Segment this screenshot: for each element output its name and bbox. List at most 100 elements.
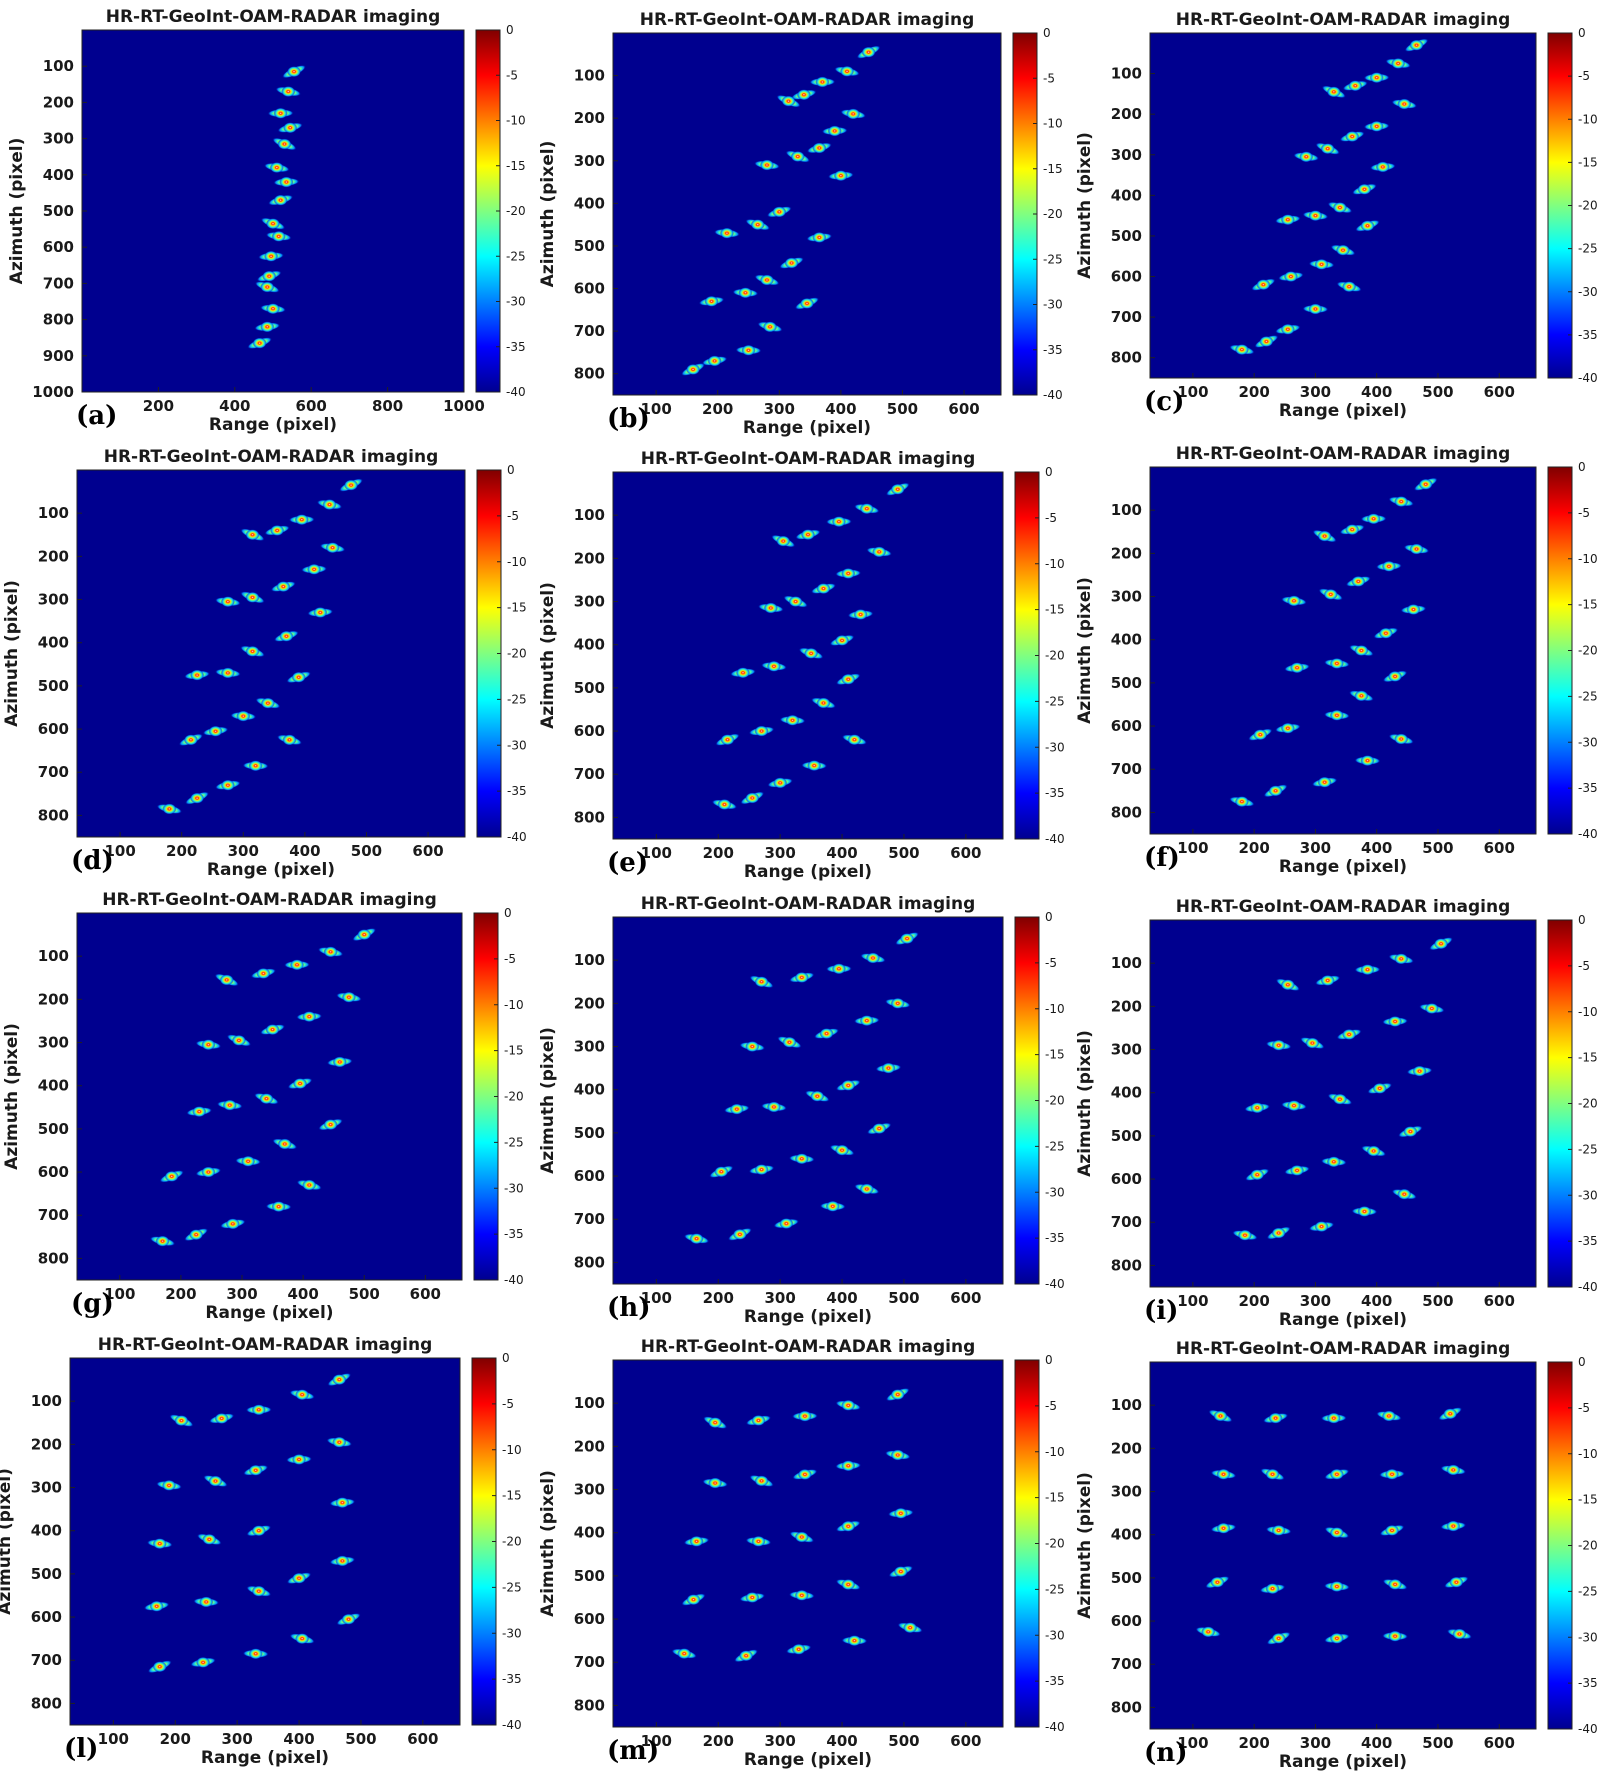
target-point [248, 1464, 263, 1476]
target-point [202, 1533, 217, 1545]
y-tick-label: 100 [38, 504, 69, 522]
x-tick-label: 500 [888, 1289, 919, 1307]
target-point [270, 524, 285, 536]
y-axis-label: Azimuth (pixel) [2, 580, 22, 727]
target-point [295, 1389, 310, 1401]
y-tick-label: 700 [1111, 760, 1142, 778]
target-point [313, 606, 328, 618]
x-axis-label: Range (pixel) [744, 1750, 872, 1770]
target-point [754, 976, 769, 988]
colorbar-label: -10 [502, 1443, 522, 1457]
colorbar-label: -30 [1045, 1185, 1065, 1199]
colorbar-label: -30 [1578, 1630, 1598, 1644]
x-tick-label: 100 [98, 1730, 129, 1748]
panel-title: HR-RT-GeoInt-OAM-RADAR imaging [641, 1337, 976, 1357]
target-point [1308, 210, 1323, 222]
y-tick-label: 100 [574, 1394, 605, 1412]
target-point [1409, 39, 1424, 51]
panel-title: HR-RT-GeoInt-OAM-RADAR imaging [640, 10, 975, 30]
target-point [283, 122, 298, 134]
target-point [1329, 1468, 1344, 1480]
y-tick-label: 400 [574, 636, 605, 654]
y-tick-label: 700 [1111, 1213, 1142, 1231]
y-tick-label: 300 [1111, 588, 1142, 606]
colorbar-label: -30 [1578, 1188, 1598, 1202]
target-point [1234, 796, 1249, 808]
target-point [341, 1613, 356, 1625]
colorbar-label: -25 [1578, 1584, 1598, 1598]
target-point [1434, 938, 1449, 950]
x-axis-label: Range (pixel) [744, 862, 872, 882]
target-point [1213, 1410, 1228, 1422]
y-tick-label: 100 [1111, 1396, 1142, 1414]
colorbar-label: 0 [1578, 26, 1586, 40]
target-point [708, 1477, 723, 1489]
colorbar-label: -40 [502, 1718, 522, 1732]
colorbar-label: -30 [1045, 740, 1065, 754]
target-point [291, 671, 306, 683]
x-tick-label: 400 [825, 400, 856, 418]
target-point [763, 321, 778, 333]
target-point [1360, 755, 1375, 767]
y-tick-label: 800 [574, 1253, 605, 1271]
target-point [287, 66, 302, 78]
colorbar-label: 0 [506, 23, 514, 37]
target-point [893, 1566, 908, 1578]
colorbar-label: -10 [1045, 557, 1065, 571]
target-point [208, 725, 223, 737]
target-point [741, 344, 756, 356]
target-point [751, 1414, 766, 1426]
target-point [729, 1103, 744, 1115]
x-tick-label: 400 [287, 1285, 318, 1303]
target-point [1369, 72, 1384, 84]
target-point [208, 1475, 223, 1487]
target-point [815, 76, 830, 88]
target-point [1342, 281, 1357, 293]
x-tick-label: 100 [1177, 1734, 1208, 1752]
target-point [279, 176, 294, 188]
target-point [1308, 303, 1323, 315]
target-point [1394, 733, 1409, 745]
target-point [1268, 1412, 1283, 1424]
target-point [1271, 1632, 1286, 1644]
x-tick-label: 300 [764, 1289, 795, 1307]
panel-label: (a) [76, 401, 117, 431]
target-point [893, 1507, 908, 1519]
y-tick-label: 200 [574, 549, 605, 567]
y-tick-label: 500 [31, 1565, 62, 1583]
target-point [201, 1166, 216, 1178]
y-tick-label: 700 [574, 765, 605, 783]
target-point [1256, 279, 1271, 291]
target-point [1391, 57, 1406, 69]
target-point [717, 798, 732, 810]
target-point [791, 1643, 806, 1655]
colorbar-label: -40 [1045, 1277, 1065, 1291]
y-tick-label: 800 [1111, 349, 1142, 367]
target-point [192, 1106, 207, 1118]
heatmap-area [69, 1357, 461, 1726]
colorbar-label: -35 [1578, 781, 1598, 795]
target-point [689, 1233, 704, 1245]
x-tick-label: 500 [1422, 1734, 1453, 1752]
target-point [1366, 513, 1381, 525]
target-point [890, 1449, 905, 1461]
colorbar-label: -10 [1578, 1447, 1598, 1461]
target-point [1268, 785, 1283, 797]
panel-title: HR-RT-GeoInt-OAM-RADAR imaging [106, 7, 441, 27]
panel-label: (b) [607, 404, 650, 434]
target-point [1381, 1410, 1396, 1422]
target-point [323, 946, 338, 958]
target-point [732, 1228, 747, 1240]
colorbar-label: -5 [1045, 511, 1057, 525]
target-group [683, 932, 919, 1245]
target-point [841, 1460, 856, 1472]
target-point [1342, 1028, 1357, 1040]
target-group [149, 928, 377, 1247]
x-tick-label: 400 [283, 1730, 314, 1748]
y-tick-label: 600 [38, 1163, 69, 1181]
target-point [1216, 1468, 1231, 1480]
x-axis-label: Range (pixel) [1279, 857, 1407, 877]
target-point [745, 1591, 760, 1603]
target-point [750, 219, 765, 231]
target-point [1345, 524, 1360, 536]
